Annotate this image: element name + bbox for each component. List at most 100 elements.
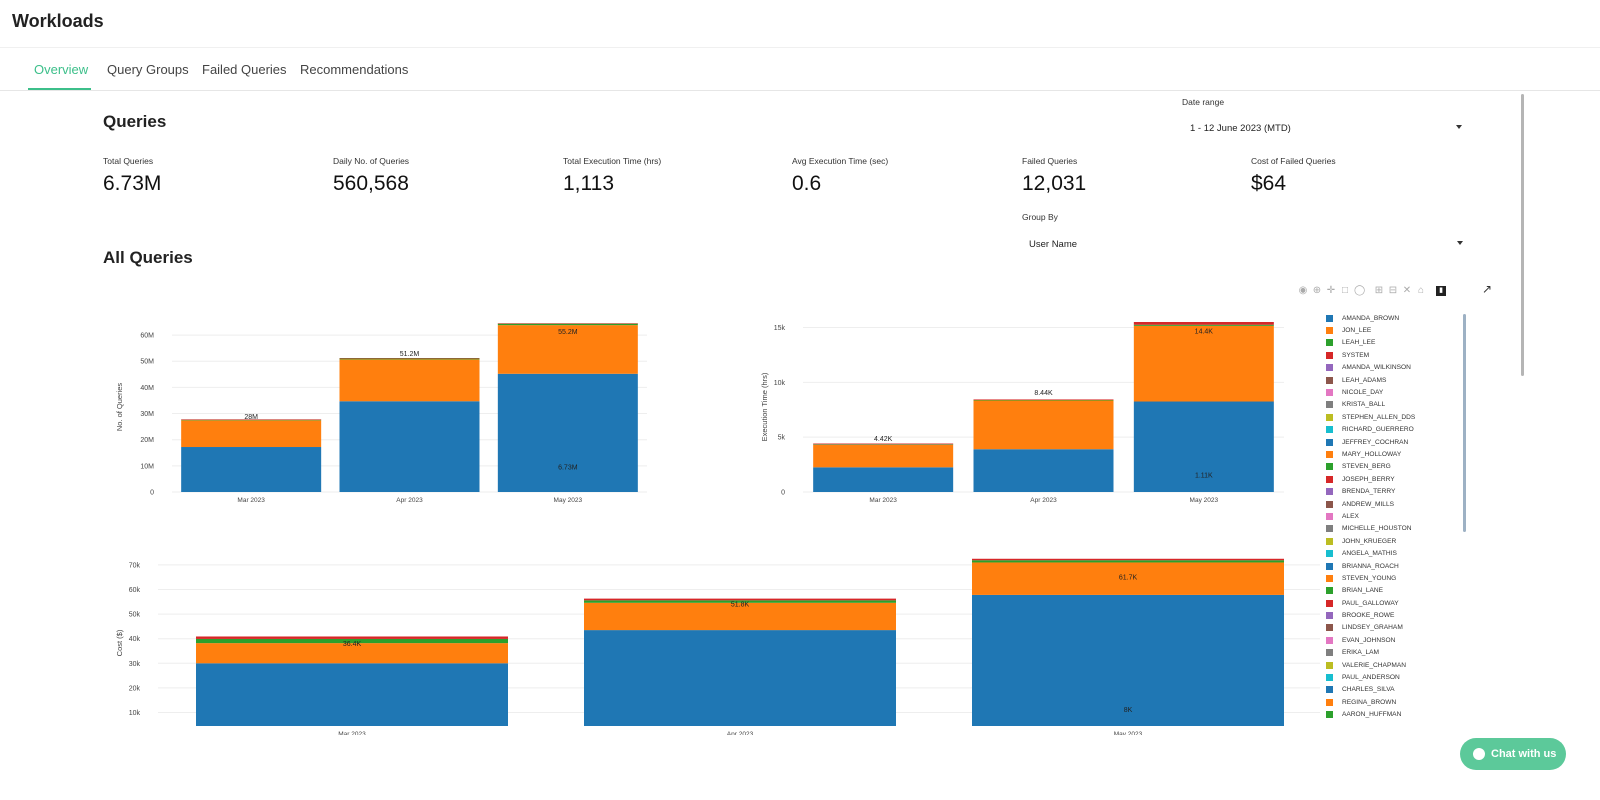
bar-segment[interactable] bbox=[972, 562, 1284, 595]
legend-item[interactable]: REGINA_BROWN bbox=[1320, 696, 1462, 708]
chat-button[interactable]: Chat with us bbox=[1460, 738, 1566, 770]
legend-item[interactable]: ANGELA_MATHIS bbox=[1320, 547, 1462, 559]
bar-segment[interactable] bbox=[339, 401, 480, 492]
plotly-logo-icon[interactable]: ▮ bbox=[1436, 286, 1446, 296]
legend-item[interactable]: VALERIE_CHAPMAN bbox=[1320, 659, 1462, 671]
bar-segment[interactable] bbox=[972, 560, 1284, 563]
lasso-icon[interactable]: ◯ bbox=[1354, 285, 1366, 296]
date-range-select[interactable]: 1 - 12 June 2023 (MTD) bbox=[1190, 116, 1462, 140]
legend-scrollbar[interactable] bbox=[1463, 314, 1466, 532]
tab-recommendations[interactable]: Recommendations bbox=[300, 62, 409, 77]
legend-item[interactable]: EVAN_JOHNSON bbox=[1320, 634, 1462, 646]
legend-swatch bbox=[1326, 327, 1333, 335]
reset-axes-icon[interactable]: ⌂ bbox=[1417, 285, 1425, 296]
bar-segment[interactable] bbox=[196, 663, 508, 726]
legend-item[interactable]: STEVEN_BERG bbox=[1320, 461, 1462, 473]
bar-segment[interactable] bbox=[973, 449, 1114, 492]
legend-item[interactable]: ANDREW_MILLS bbox=[1320, 498, 1462, 510]
zoom-out-icon[interactable]: ⊟ bbox=[1388, 285, 1398, 296]
bar-annotation: 14.4K bbox=[1195, 329, 1214, 336]
legend-item[interactable]: CHARLES_SILVA bbox=[1320, 684, 1462, 696]
bar-segment[interactable] bbox=[497, 323, 638, 324]
bar-segment[interactable] bbox=[339, 359, 480, 402]
bar-segment[interactable] bbox=[584, 630, 896, 726]
bar-segment[interactable] bbox=[1133, 324, 1274, 326]
queries-chart[interactable]: 0 10M 20M 30M 40M 50M 60M No. of Queries Mar 202… bbox=[100, 310, 690, 510]
legend-item[interactable]: JOHN_KRUEGER bbox=[1320, 535, 1462, 547]
group-by-select[interactable]: User Name bbox=[1029, 232, 1463, 256]
expand-icon[interactable]: ↗ bbox=[1482, 282, 1493, 296]
zoom-in-icon[interactable]: ⊞ bbox=[1374, 285, 1384, 296]
bar-segment[interactable] bbox=[181, 447, 322, 492]
bar-segment[interactable] bbox=[181, 420, 322, 448]
legend-item[interactable]: PAUL_ANDERSON bbox=[1320, 671, 1462, 683]
bar-segment[interactable] bbox=[813, 443, 954, 445]
legend-swatch bbox=[1326, 364, 1333, 372]
bar-segment[interactable] bbox=[181, 419, 322, 420]
y-axis-title: Execution Time (hrs) bbox=[760, 372, 769, 441]
bar-segment[interactable] bbox=[972, 558, 1284, 561]
legend-item[interactable]: STEVEN_YOUNG bbox=[1320, 572, 1462, 584]
bar-segment[interactable] bbox=[813, 467, 954, 492]
bar-segment[interactable] bbox=[972, 594, 1284, 726]
pan-icon[interactable]: ✛ bbox=[1326, 285, 1336, 296]
legend-item[interactable]: AARON_HUFFMAN bbox=[1320, 709, 1462, 721]
bar-segment[interactable] bbox=[196, 636, 508, 639]
legend-item[interactable]: RICHARD_GUERRERO bbox=[1320, 424, 1462, 436]
legend-item[interactable]: ERIKA_LAM bbox=[1320, 647, 1462, 659]
bar-segment[interactable] bbox=[497, 373, 638, 492]
legend-swatch bbox=[1326, 426, 1333, 434]
legend-item[interactable]: MICHELLE_HOUSTON bbox=[1320, 523, 1462, 535]
bar-segment[interactable] bbox=[813, 444, 954, 445]
tab-overview[interactable]: Overview bbox=[34, 62, 89, 77]
legend-item[interactable]: JEFFREY_COCHRAN bbox=[1320, 436, 1462, 448]
bar-segment[interactable] bbox=[497, 325, 638, 374]
page-scrollbar[interactable] bbox=[1521, 94, 1524, 376]
legend-item[interactable]: AMANDA_BROWN bbox=[1320, 312, 1462, 324]
bar-segment[interactable] bbox=[584, 602, 896, 631]
legend-item[interactable]: SYSTEM bbox=[1320, 349, 1462, 361]
bar-segment[interactable] bbox=[584, 600, 896, 603]
bar-segment[interactable] bbox=[813, 444, 954, 468]
bar-segment[interactable] bbox=[973, 400, 1114, 450]
legend-item[interactable]: AMANDA_WILKINSON bbox=[1320, 362, 1462, 374]
legend-item[interactable]: JON_LEE bbox=[1320, 324, 1462, 336]
bar-segment[interactable] bbox=[1133, 325, 1274, 402]
legend-item[interactable]: LEAH_ADAMS bbox=[1320, 374, 1462, 386]
tab-failed-queries[interactable]: Failed Queries bbox=[202, 62, 287, 77]
box-select-icon[interactable]: □ bbox=[1341, 285, 1349, 296]
bar-segment[interactable] bbox=[339, 358, 480, 359]
legend-item[interactable]: LEAH_LEE bbox=[1320, 337, 1462, 349]
legend-item[interactable]: BRIANNA_ROACH bbox=[1320, 560, 1462, 572]
bar-segment[interactable] bbox=[339, 358, 480, 360]
camera-icon[interactable]: ◉ bbox=[1298, 285, 1308, 296]
bar-segment[interactable] bbox=[497, 323, 638, 326]
legend-item[interactable]: BROOKE_ROWE bbox=[1320, 609, 1462, 621]
cost-chart[interactable]: 10k 20k 30k 40k 50k 60k 70k Cost ($) Mar 2023 Apr… bbox=[100, 555, 1320, 735]
legend-label: ANGELA_MATHIS bbox=[1342, 550, 1397, 558]
legend-item[interactable]: STEPHEN_ALLEN_DDS bbox=[1320, 411, 1462, 423]
bar-segment[interactable] bbox=[196, 643, 508, 664]
autoscale-icon[interactable]: ✕ bbox=[1402, 285, 1412, 296]
bar-segment[interactable] bbox=[973, 399, 1114, 401]
legend-item[interactable]: KRISTA_BALL bbox=[1320, 399, 1462, 411]
legend-item[interactable]: NICOLE_DAY bbox=[1320, 386, 1462, 398]
legend-item[interactable]: BRENDA_TERRY bbox=[1320, 485, 1462, 497]
legend-item[interactable]: MARY_HOLLOWAY bbox=[1320, 448, 1462, 460]
bar-segment[interactable] bbox=[584, 598, 896, 601]
bar-segment[interactable] bbox=[973, 399, 1114, 400]
bar-segment[interactable] bbox=[196, 638, 508, 644]
queries-title: Queries bbox=[103, 112, 167, 131]
zoom-icon[interactable]: ⊕ bbox=[1312, 285, 1322, 296]
bar-segment[interactable] bbox=[1133, 322, 1274, 325]
legend-item[interactable]: LINDSEY_GRAHAM bbox=[1320, 622, 1462, 634]
legend-item[interactable]: BRIAN_LANE bbox=[1320, 585, 1462, 597]
legend-item[interactable]: PAUL_GALLOWAY bbox=[1320, 597, 1462, 609]
tab-query-groups[interactable]: Query Groups bbox=[107, 62, 189, 77]
bar-segment[interactable] bbox=[181, 419, 322, 421]
bar-segment[interactable] bbox=[1133, 401, 1274, 492]
legend-item[interactable]: JOSEPH_BERRY bbox=[1320, 473, 1462, 485]
legend-item[interactable]: ALEX bbox=[1320, 510, 1462, 522]
execution-time-chart[interactable]: 0 5k 10k 15k Execution Time (hrs) Mar 2023 Apr… bbox=[745, 310, 1320, 510]
y-tick-label: 40M bbox=[140, 385, 154, 392]
